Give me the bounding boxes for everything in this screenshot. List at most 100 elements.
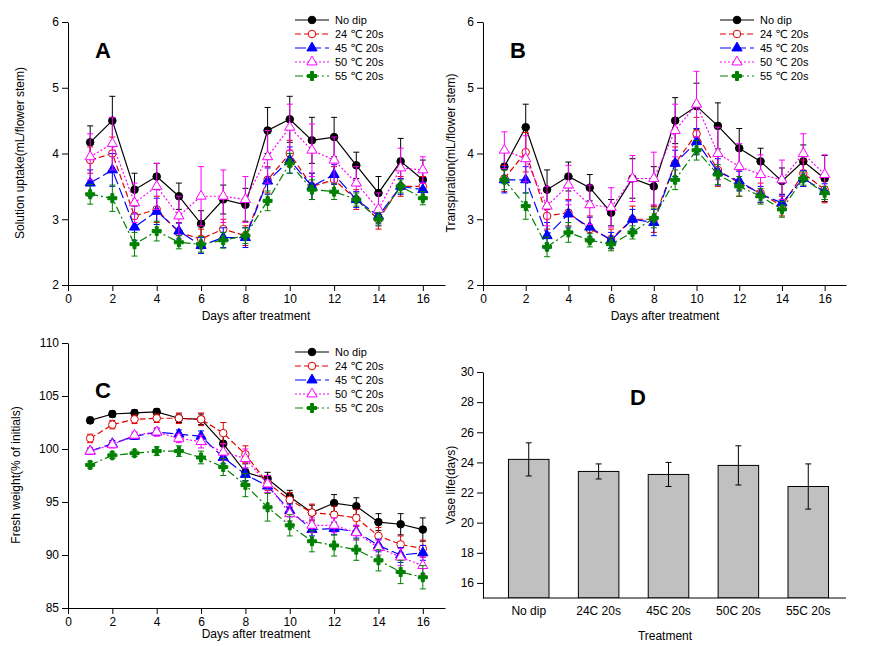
marker xyxy=(352,545,361,554)
marker xyxy=(352,195,361,204)
tick-mark xyxy=(378,285,379,291)
tick-mark xyxy=(477,462,483,463)
legend: No dip24 ℃ 20s45 ℃ 20s50 ℃ 20s55 ℃ 20s xyxy=(295,346,384,414)
tick-mark xyxy=(112,608,113,614)
error-bar xyxy=(176,413,182,424)
legend-marker xyxy=(308,16,316,24)
marker xyxy=(373,542,383,551)
bar xyxy=(578,471,619,598)
tick: 45C 20s xyxy=(646,598,691,618)
tick-label: 24C 20s xyxy=(576,604,621,618)
legend-marker xyxy=(307,374,317,383)
series-line xyxy=(90,432,423,555)
tick-mark xyxy=(568,285,569,291)
marker xyxy=(396,182,405,191)
tick-label: 14 xyxy=(372,615,386,629)
tick: 8 xyxy=(243,285,250,306)
tick-mark xyxy=(477,285,483,286)
legend-item: 45 ℃ 20s xyxy=(295,374,384,386)
y-axis: 23456 xyxy=(467,15,483,292)
legend-label: 50 ℃ 20s xyxy=(760,56,809,68)
tick-label: 18 xyxy=(461,546,475,560)
tick: 14 xyxy=(372,285,386,306)
marker xyxy=(307,185,316,194)
axis-line xyxy=(68,344,69,609)
legend-item: 50 ℃ 20s xyxy=(295,388,384,400)
tick: 4 xyxy=(52,147,68,161)
marker xyxy=(734,161,744,170)
legend-item: 45 ℃ 20s xyxy=(295,42,384,54)
series-line xyxy=(90,432,423,566)
markers xyxy=(501,130,829,243)
panel-title: C xyxy=(95,378,111,403)
error-bar xyxy=(109,420,115,428)
tick: 2 xyxy=(52,278,68,292)
tick-label: 30 xyxy=(461,365,475,379)
tick-label: 20 xyxy=(461,516,475,530)
marker xyxy=(649,213,658,222)
marker xyxy=(219,463,228,472)
marker xyxy=(197,416,205,424)
tick-label: 6 xyxy=(467,15,474,29)
marker xyxy=(777,205,786,214)
legend-label: No dip xyxy=(760,14,792,26)
tick: 5 xyxy=(467,81,483,95)
tick: 24 xyxy=(461,456,483,470)
marker xyxy=(396,162,406,171)
tick-label: 105 xyxy=(39,389,59,403)
error-bars xyxy=(87,137,426,249)
marker xyxy=(153,414,161,422)
marker xyxy=(820,188,829,197)
tick-label: 4 xyxy=(52,147,59,161)
marker xyxy=(174,433,184,442)
tick-mark xyxy=(477,22,483,23)
legend-marker xyxy=(308,404,317,413)
marker xyxy=(197,416,205,424)
marker xyxy=(130,240,139,249)
marker xyxy=(86,435,94,443)
marker xyxy=(286,496,294,504)
panel: No dip24C 20s45C 20s50C 20s55C 20s161820… xyxy=(444,365,846,643)
tick: 22 xyxy=(461,486,483,500)
x-axis-title: Days after treatment xyxy=(202,309,311,323)
error-bars xyxy=(87,428,426,574)
marker xyxy=(563,208,573,217)
tick-label: 2 xyxy=(52,278,59,292)
tick: 2 xyxy=(523,285,530,306)
marker xyxy=(799,174,808,183)
marker xyxy=(109,421,117,429)
tick-label: 100 xyxy=(39,442,59,456)
marker xyxy=(152,227,161,236)
tick-mark xyxy=(245,285,246,291)
error-bars xyxy=(87,154,426,257)
tick-label: 28 xyxy=(461,395,475,409)
panel: 0246810121416859095100105110No dip24 ℃ 2… xyxy=(9,336,446,641)
tick-label: 90 xyxy=(46,548,60,562)
axis-line xyxy=(483,23,484,286)
marker xyxy=(285,159,294,168)
tick-label: 110 xyxy=(40,336,59,350)
error-bar xyxy=(198,414,204,425)
marker xyxy=(129,429,139,438)
tick: 4 xyxy=(154,285,161,306)
tick: 0 xyxy=(65,285,72,306)
marker xyxy=(174,210,184,219)
markers xyxy=(501,102,829,216)
legend-marker xyxy=(733,16,741,24)
tick: 14 xyxy=(776,285,790,306)
tick-mark xyxy=(62,555,68,556)
tick: 24C 20s xyxy=(576,598,621,618)
marker xyxy=(108,451,117,460)
marker xyxy=(755,169,765,178)
marker xyxy=(542,200,552,209)
tick: 3 xyxy=(52,213,68,227)
tick-mark xyxy=(477,219,483,220)
tick: 6 xyxy=(467,15,483,29)
tick-mark xyxy=(483,285,484,291)
marker xyxy=(152,426,162,435)
tick: 3 xyxy=(467,213,483,227)
tick-label: 8 xyxy=(651,292,658,306)
tick-mark xyxy=(157,285,158,291)
tick-mark xyxy=(62,219,68,220)
tick: 10 xyxy=(690,285,704,306)
